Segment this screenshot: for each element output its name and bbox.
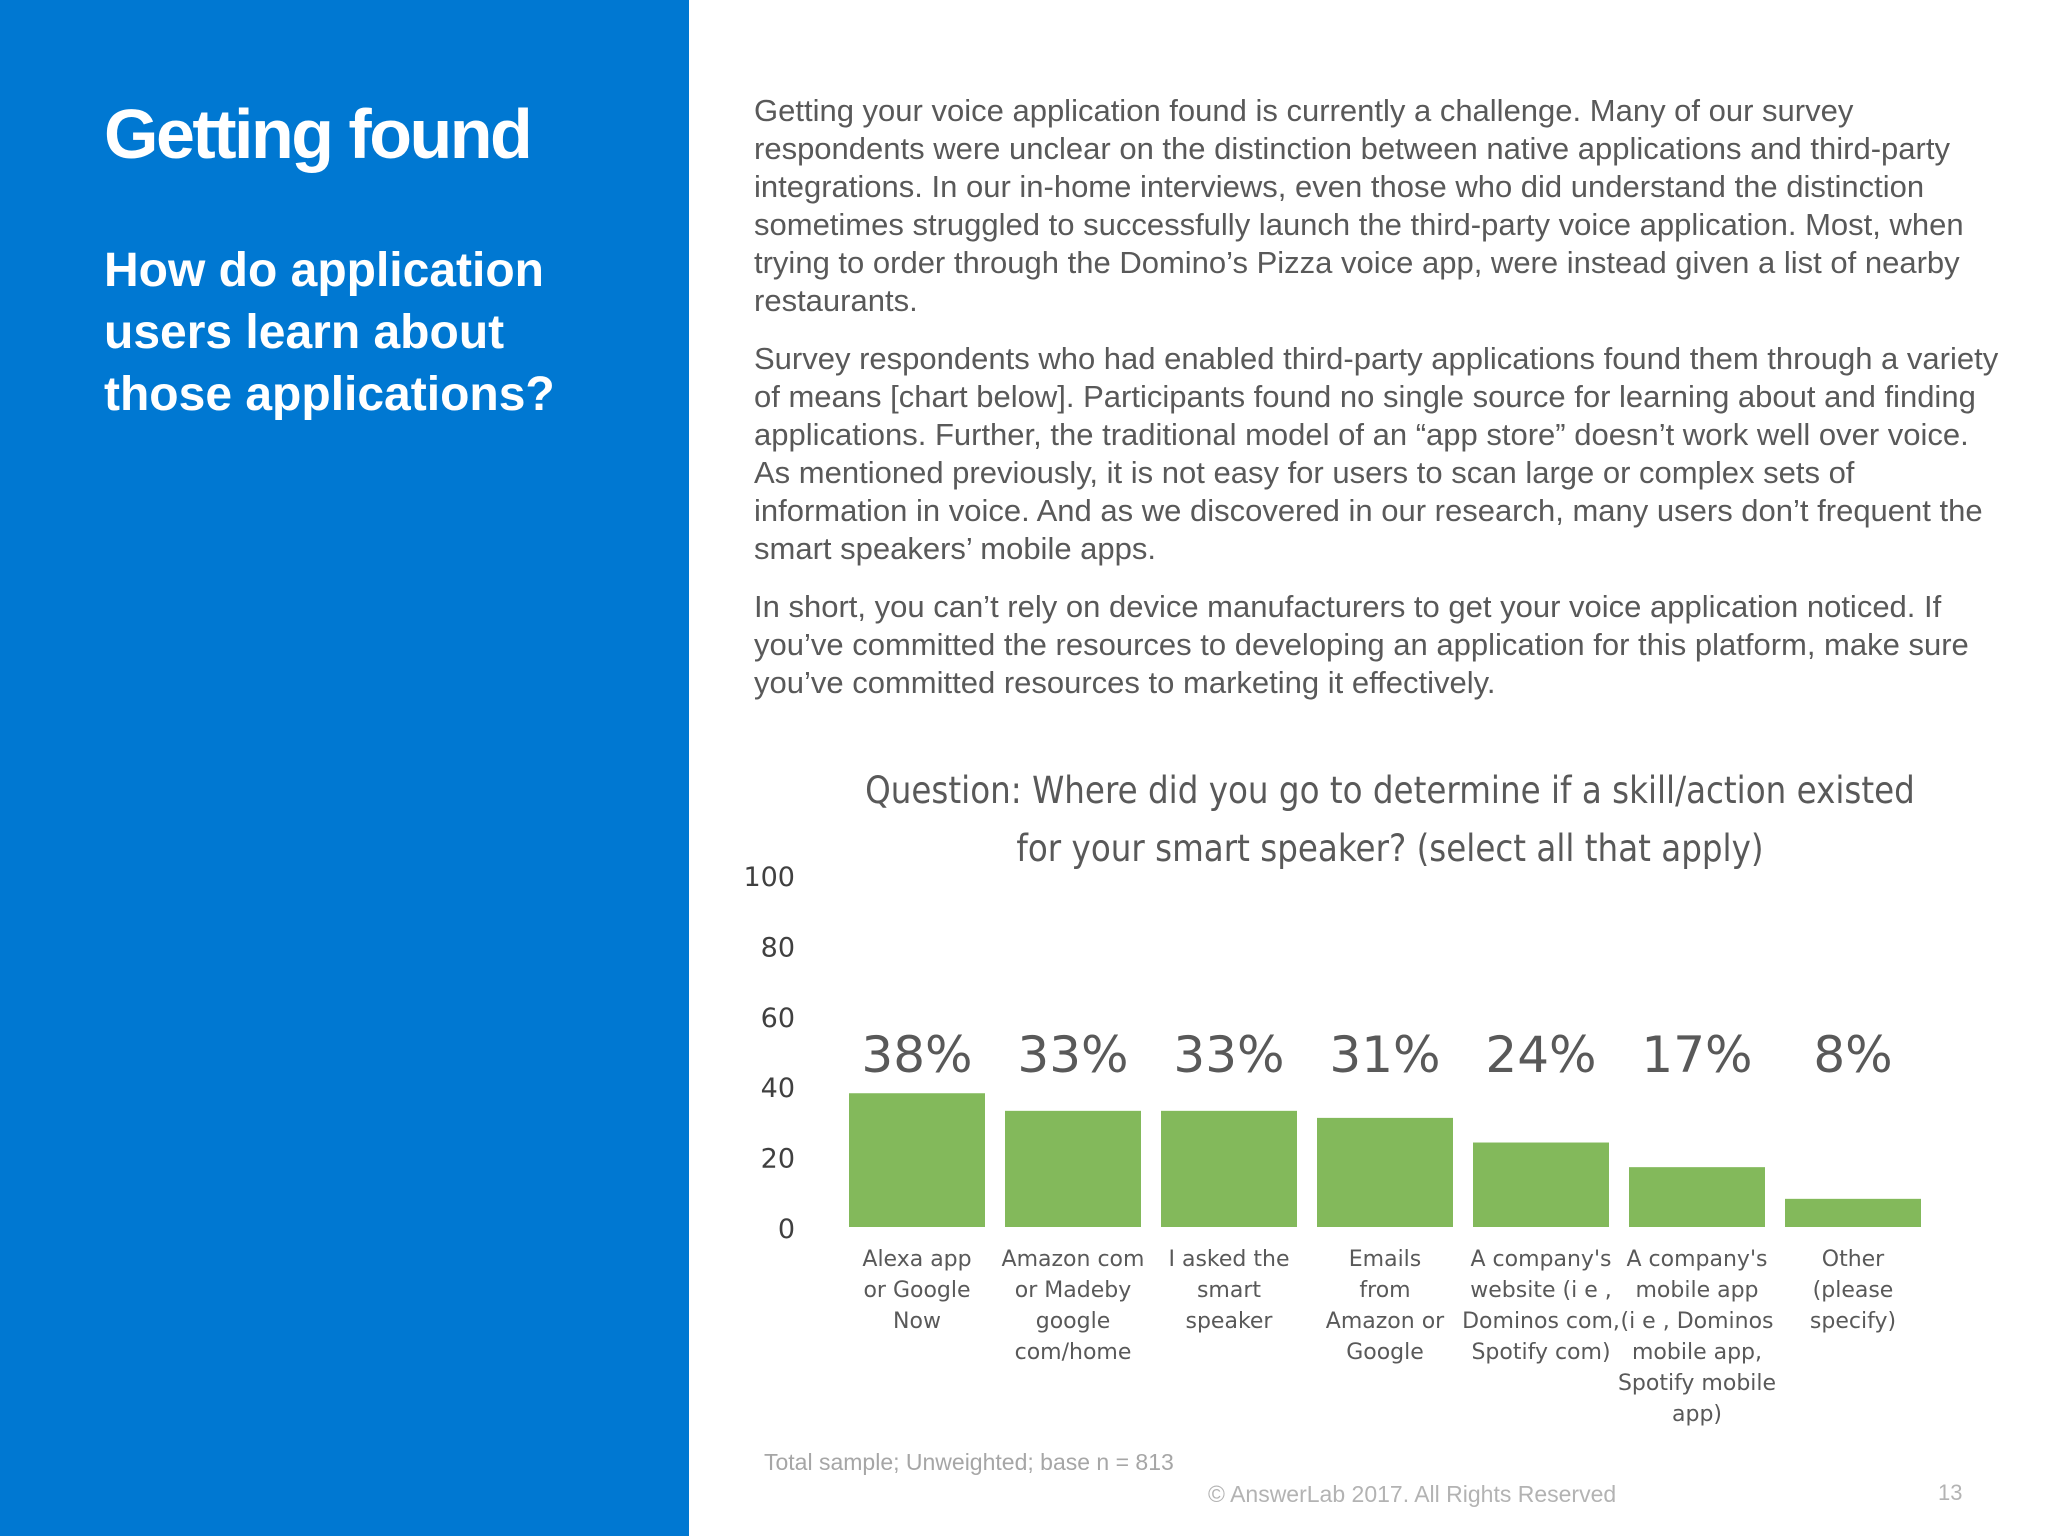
x-tick-label: A company's website (i e , Dominos com, Spo… — [1462, 1247, 1620, 1365]
y-tick-label: 100 — [743, 862, 795, 893]
chart-title: Question: Where did you go to determine … — [865, 769, 1915, 870]
copyright-footer: © AnswerLab 2017. All Rights Reserved — [1208, 1481, 1617, 1507]
body-paragraph: In short, you can’t rely on device manuf… — [754, 589, 1969, 700]
data-label: 17% — [1641, 1026, 1752, 1084]
bar — [1317, 1117, 1453, 1227]
data-label: 8% — [1813, 1026, 1892, 1084]
sample-note: Total sample; Unweighted; base n = 813 — [764, 1449, 1174, 1475]
bar — [1005, 1110, 1141, 1227]
y-tick-label: 20 — [761, 1144, 795, 1175]
data-label: 31% — [1329, 1026, 1440, 1084]
body-text: Getting your voice application found is … — [754, 92, 2010, 722]
data-label: 33% — [1017, 1026, 1128, 1084]
page-number: 13 — [1938, 1480, 1963, 1505]
y-tick-label: 40 — [761, 1073, 795, 1104]
sidebar: Getting found How do application users l… — [0, 0, 689, 1536]
x-tick-label: I asked the smart speaker — [1169, 1247, 1290, 1334]
page-title: Getting found — [104, 95, 533, 173]
bar — [1785, 1198, 1921, 1227]
y-tick-label: 80 — [761, 932, 795, 963]
x-tick-label: Alexa app or Google Now — [862, 1247, 971, 1334]
y-tick-label: 0 — [778, 1214, 795, 1245]
bar — [1629, 1167, 1765, 1227]
x-tick-label: Emails from Amazon or Google — [1326, 1247, 1445, 1365]
data-label: 24% — [1485, 1026, 1596, 1084]
x-tick-label: A company's mobile app (i e , Dominos mobil… — [1618, 1247, 1776, 1427]
data-label: 38% — [861, 1026, 972, 1084]
x-tick-label: Amazon com or Madeby google com/home — [1002, 1247, 1145, 1365]
bar — [1473, 1142, 1609, 1227]
x-tick-label: Other (please specify) — [1810, 1247, 1896, 1334]
data-label: 33% — [1173, 1026, 1284, 1084]
body-paragraph: Getting your voice application found is … — [754, 93, 1964, 318]
y-tick-label: 60 — [761, 1003, 795, 1034]
bar-chart: 0 20 40 60 80 100 38% Alexa app or Google Now 33% A… — [743, 862, 1921, 1427]
body-paragraph: Survey respondents who had enabled third… — [754, 341, 1999, 566]
bar — [849, 1093, 985, 1227]
bar — [1161, 1110, 1297, 1227]
page-subtitle: How do application users learn about tho… — [104, 244, 555, 421]
